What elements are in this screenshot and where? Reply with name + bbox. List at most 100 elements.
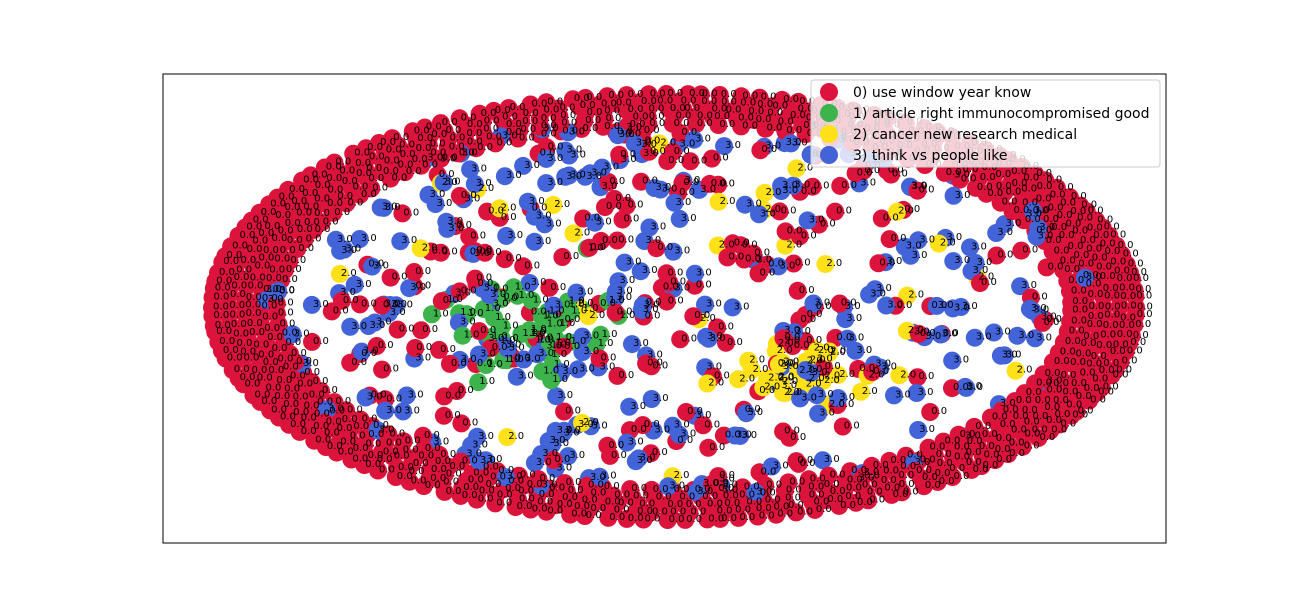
node-label-0: 0.0: [282, 274, 298, 285]
node-3: [1024, 202, 1042, 220]
node-label-3: 3.0: [706, 299, 722, 310]
node-label-0: 0.0: [324, 428, 340, 439]
node-label-3: 3.0: [1034, 205, 1050, 216]
node-3: [1026, 329, 1045, 348]
node-label-0: 0.0: [450, 132, 466, 143]
node-3: [341, 317, 360, 336]
node-label-0: 0.0: [1119, 283, 1135, 294]
node-label-0: 0.0: [1127, 345, 1143, 356]
node-label-0: 0.0: [930, 442, 946, 453]
node-1: [549, 315, 568, 334]
node-label-0: 0.0: [814, 181, 830, 192]
node-label-3: 3.0: [1002, 350, 1018, 361]
node-0: [599, 508, 618, 527]
node-label-0: 0.0: [609, 512, 625, 523]
node-label-3: 3.0: [401, 235, 417, 246]
node-0: [293, 397, 312, 416]
node-label-0: 0.0: [1099, 365, 1115, 376]
node-label-0: 0.0: [550, 282, 566, 293]
node-label-3: 3.0: [824, 454, 840, 465]
node-label-0: 0.0: [631, 483, 647, 494]
node-label-0: 0.0: [461, 285, 477, 296]
node-label-0: 0.0: [442, 153, 458, 164]
node-label-0: 0.0: [628, 200, 644, 211]
node-label-0: 0.0: [566, 477, 582, 488]
node-3: [699, 329, 718, 348]
node-3: [576, 167, 595, 186]
node-label-0: 0.0: [312, 169, 328, 180]
node-0: [1050, 366, 1069, 385]
node-0: [987, 246, 1006, 265]
node-label-3: 3.0: [997, 227, 1013, 238]
node-label-3: 3.0: [382, 202, 398, 213]
node-0: [774, 422, 793, 441]
node-label-0: 0.0: [417, 133, 433, 144]
node-label-0: 0.0: [389, 428, 405, 439]
node-3: [736, 195, 754, 214]
node-3: [608, 126, 627, 145]
node-1: [453, 326, 472, 345]
node-0: [379, 425, 398, 444]
node-label-1: 1.0: [487, 359, 503, 370]
node-label-1: 1.0: [433, 308, 449, 319]
node-label-3: 3.0: [480, 349, 496, 360]
node-0: [486, 486, 505, 505]
node-label-3: 3.0: [895, 389, 911, 400]
node-0: [405, 263, 424, 281]
node-3: [696, 295, 714, 314]
node-0: [373, 360, 392, 379]
node-0: [287, 375, 306, 394]
node-label-0: 0.0: [977, 182, 993, 193]
node-label-0: 0.0: [582, 494, 598, 505]
node-label-3: 3.0: [734, 301, 750, 312]
node-0: [711, 509, 730, 528]
node-0: [356, 160, 375, 179]
node-3: [726, 426, 744, 445]
node-0: [1049, 343, 1068, 362]
node-label-0: 0.0: [237, 338, 253, 349]
node-label-0: 0.0: [1006, 186, 1022, 197]
node-0: [803, 177, 822, 196]
node-0: [451, 452, 470, 471]
node-3: [461, 160, 480, 179]
node-label-2: 2.0: [341, 268, 357, 279]
node-label-3: 3.0: [415, 353, 431, 364]
node-0: [605, 94, 624, 113]
node-label-2: 2.0: [786, 387, 802, 398]
legend-marker-3: [820, 146, 838, 164]
node-0: [370, 134, 389, 152]
node-label-2: 2.0: [900, 369, 916, 380]
node-label-0: 0.0: [618, 235, 634, 246]
node-label-0: 0.0: [403, 207, 419, 218]
node-3: [631, 262, 650, 281]
node-3: [927, 296, 946, 315]
node-label-0: 0.0: [810, 473, 826, 484]
node-label-0: 0.0: [981, 277, 997, 288]
node-label-0: 0.0: [668, 267, 684, 278]
node-label-0: 0.0: [1089, 301, 1105, 312]
node-0: [1094, 306, 1113, 325]
node-0: [955, 453, 974, 472]
node-label-0: 0.0: [609, 176, 625, 187]
node-label-0: 0.0: [271, 404, 287, 415]
node-label-0: 0.0: [296, 356, 312, 367]
node-0: [775, 489, 794, 508]
node-0: [995, 183, 1014, 202]
node-2: [776, 236, 795, 255]
node-0: [1106, 361, 1125, 380]
node-label-0: 0.0: [383, 364, 399, 375]
node-0: [1024, 392, 1043, 410]
node-0: [514, 257, 533, 276]
node-label-3: 3.0: [536, 457, 552, 468]
node-label-3: 3.0: [586, 171, 602, 182]
node-3: [1011, 277, 1030, 296]
node-label-0: 0.0: [459, 147, 475, 158]
node-0: [1043, 392, 1061, 411]
node-label-0: 0.0: [497, 489, 513, 500]
node-2: [742, 360, 761, 379]
node-0: [732, 87, 751, 106]
node-label-3: 3.0: [674, 246, 690, 257]
node-3: [569, 360, 587, 379]
node-label-0: 0.0: [368, 450, 384, 461]
node-0: [456, 116, 475, 135]
